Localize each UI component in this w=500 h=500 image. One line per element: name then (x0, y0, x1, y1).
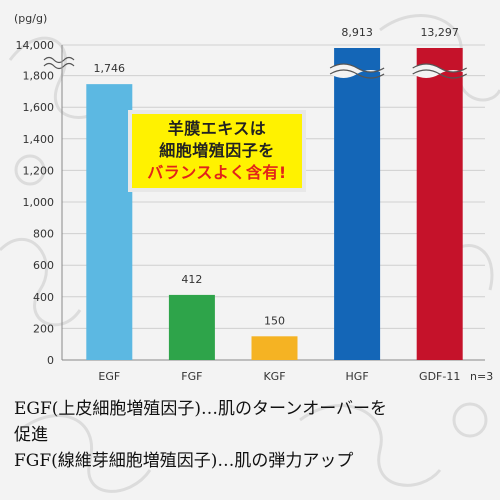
axis-break-mark (43, 56, 75, 64)
y-tick-label: 1,000 (23, 196, 55, 209)
sample-size-note: n=3 (470, 370, 493, 383)
bar-break-mark (329, 63, 385, 73)
bar-chart: (pg/g) 0 200 400 600 800 1,000 1,200 1,400 1,600… (14, 12, 493, 383)
y-tick-label: 1,200 (23, 164, 55, 177)
bar-break-mark (329, 69, 385, 79)
caption-egf-cont: 促進 (14, 425, 48, 445)
y-tick-label: 1,600 (23, 101, 55, 114)
value-label: 150 (264, 314, 285, 327)
bars (86, 48, 468, 361)
callout-line-2: 細胞増殖因子を (159, 141, 275, 160)
x-tick-label: FGF (181, 370, 202, 383)
caption-egf: EGF(上皮細胞増殖因子)…肌のターンオーバーを (14, 399, 388, 419)
bar-hgf (334, 48, 381, 360)
callout-line-3: バランスよく含有! (147, 163, 287, 182)
value-label: 8,913 (341, 26, 373, 39)
value-label: 1,746 (94, 62, 126, 75)
y-tick-label: 14,000 (16, 39, 55, 52)
y-tick-label: 200 (33, 322, 54, 335)
bar-egf (86, 84, 133, 361)
bar-kgf (251, 336, 298, 360)
caption-text: EGF(上皮細胞増殖因子)…肌のターンオーバーを 促進 FGF(線維芽細胞増殖因… (14, 396, 494, 474)
y-tick-label: 800 (33, 228, 54, 241)
bar-break-mark (412, 63, 468, 73)
y-tick-label: 400 (33, 291, 54, 304)
bar-break-gap (412, 64, 467, 78)
unit-label: (pg/g) (14, 12, 47, 25)
y-tick-label: 600 (33, 259, 54, 272)
bar-fgf (168, 294, 215, 360)
value-label: 13,297 (420, 26, 459, 39)
callout-box: 羊膜エキスは 細胞増殖因子を バランスよく含有! (128, 110, 306, 192)
x-tick-label: EGF (98, 370, 120, 383)
caption-fgf: FGF(線維芽細胞増殖因子)…肌の弾力アップ (14, 451, 354, 471)
y-tick-label: 1,800 (23, 70, 55, 83)
y-tick-label: 0 (47, 354, 54, 367)
value-label: 412 (181, 273, 202, 286)
bar-break-mark (412, 69, 468, 79)
x-tick-label: GDF-11 (419, 370, 460, 383)
x-tick-label: HGF (346, 370, 369, 383)
labels: 0 200 400 600 800 1,000 1,200 1,400 1,600 1,800 14… (16, 26, 461, 383)
axis-break-mark (43, 62, 75, 70)
bar-break-gap (330, 64, 385, 78)
y-tick-label: 1,400 (23, 133, 55, 146)
x-tick-label: KGF (263, 370, 285, 383)
callout-line-1: 羊膜エキスは (167, 119, 267, 138)
bar-gdf-11 (416, 48, 463, 360)
